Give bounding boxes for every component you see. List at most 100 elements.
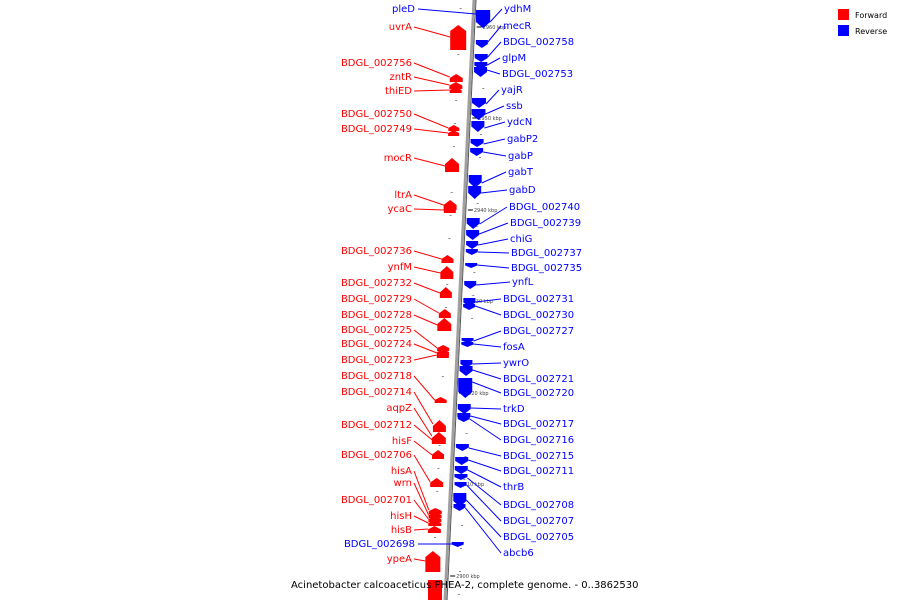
forward-leader-line <box>413 250 442 260</box>
minor-tick <box>452 146 455 147</box>
forward-gene-arrow <box>441 255 454 263</box>
minor-tick <box>472 295 475 296</box>
reverse-gene-label: BDGL_002708 <box>503 500 574 511</box>
reverse-gene-label: chiG <box>510 234 532 245</box>
reverse-gene-arrow <box>474 67 488 77</box>
reverse-gene-arrow <box>470 139 484 147</box>
reverse-gene-label: BDGL_002698 <box>344 539 415 550</box>
forward-gene-label: hisH <box>390 511 412 522</box>
reverse-gene-arrow <box>458 378 473 398</box>
forward-gene-label: BDGL_002723 <box>341 355 412 366</box>
minor-tick <box>480 134 483 135</box>
reverse-leader-line <box>474 305 502 316</box>
forward-gene-arrow <box>450 25 467 50</box>
reverse-gene-arrow <box>457 416 470 422</box>
legend-swatch-reverse <box>838 25 849 36</box>
reverse-gene-arrow <box>474 54 488 62</box>
reverse-leader-line <box>470 415 502 425</box>
minor-tick <box>454 123 457 124</box>
reverse-leader-line <box>473 330 502 342</box>
forward-gene-arrow <box>436 352 449 358</box>
tick-label: 2910 kbp <box>461 482 485 488</box>
reverse-gene-label: BDGL_002740 <box>509 202 580 213</box>
reverse-gene-label: BDGL_002715 <box>503 451 574 462</box>
minor-tick <box>460 548 463 549</box>
reverse-leader-line <box>417 8 477 15</box>
reverse-leader-line <box>487 25 502 43</box>
forward-leader-line <box>413 329 438 349</box>
forward-leader-line <box>413 391 434 425</box>
minor-tick <box>478 157 481 158</box>
reverse-leader-line <box>472 381 502 394</box>
forward-leader-line <box>413 454 431 483</box>
forward-leader-line <box>413 314 438 326</box>
forward-gene-label: hisB <box>391 525 412 536</box>
forward-gene-label: BDGL_002718 <box>341 371 412 382</box>
minor-tick <box>482 88 485 89</box>
forward-leader-line <box>413 440 433 456</box>
reverse-gene-label: abcb6 <box>503 548 534 559</box>
legend-label-reverse: Reverse <box>855 27 887 36</box>
forward-gene-label: ynfM <box>388 262 412 273</box>
reverse-gene-label: ywrO <box>503 358 529 369</box>
reverse-gene-arrow <box>471 109 486 120</box>
tick-label: 2930 kbp <box>469 299 493 305</box>
minor-tick <box>464 456 467 457</box>
forward-gene-label: hisA <box>391 466 412 477</box>
reverse-gene-label: BDGL_002730 <box>503 310 574 321</box>
reverse-leader-line <box>472 369 502 380</box>
reverse-leader-line <box>483 151 507 157</box>
minor-tick <box>437 468 440 469</box>
reverse-leader-line <box>465 499 502 538</box>
forward-leader-line <box>413 113 449 129</box>
reverse-gene-label: thrB <box>503 482 524 493</box>
forward-gene-arrow <box>428 516 442 522</box>
forward-gene-label: ycaC <box>387 204 412 215</box>
reverse-gene-arrow <box>455 444 469 451</box>
forward-gene-label: aqpZ <box>386 403 412 414</box>
reverse-gene-label: BDGL_002716 <box>503 435 574 446</box>
forward-leader-line <box>413 298 440 314</box>
forward-leader-line <box>413 194 444 206</box>
forward-gene-label: uvrA <box>389 22 412 33</box>
reverse-gene-label: BDGL_002717 <box>503 419 574 430</box>
forward-gene-arrow <box>445 158 460 172</box>
reverse-leader-line <box>467 469 502 488</box>
reverse-gene-label: BDGL_002735 <box>511 263 582 274</box>
forward-gene-label: BDGL_002749 <box>341 124 412 135</box>
reverse-gene-arrow <box>451 542 464 547</box>
minor-tick <box>475 226 478 227</box>
forward-gene-arrow <box>428 512 442 518</box>
forward-gene-label: BDGL_002712 <box>341 420 412 431</box>
reverse-gene-arrow <box>455 457 469 465</box>
reverse-gene-arrow <box>468 175 482 188</box>
gene-arrows <box>425 10 491 600</box>
forward-gene-label: BDGL_002732 <box>341 278 412 289</box>
forward-gene-arrow <box>448 130 460 136</box>
reverse-gene-arrow <box>461 338 474 343</box>
forward-gene-arrow <box>428 508 442 514</box>
forward-gene-label: ypeA <box>387 554 412 565</box>
reverse-gene-arrow <box>461 342 474 347</box>
reverse-gene-label: glpM <box>502 53 526 64</box>
forward-leader-line <box>413 62 450 78</box>
forward-leader-line <box>413 470 430 511</box>
forward-gene-label: mocR <box>384 153 412 164</box>
reverse-gene-label: gabP2 <box>507 134 538 145</box>
reverse-gene-arrow <box>453 493 467 507</box>
reverse-gene-label: ydcN <box>507 117 532 128</box>
reverse-gene-label: gabT <box>508 167 534 178</box>
forward-leader-line <box>413 528 428 531</box>
reverse-gene-arrow <box>454 466 468 474</box>
forward-gene-label: BDGL_002706 <box>341 450 412 461</box>
forward-gene-label: ltrA <box>394 190 412 201</box>
reverse-gene-label: gabD <box>509 185 536 196</box>
minor-tick <box>463 479 466 480</box>
reverse-leader-line <box>483 138 506 145</box>
forward-gene-arrow <box>449 74 463 82</box>
gene-labels: uvrA BDGL_002756 zntR thiED BDGL_002750 BDGL_… <box>341 4 582 565</box>
genome-backbone <box>443 0 477 600</box>
forward-gene-arrow <box>432 436 446 444</box>
minor-tick <box>441 376 444 377</box>
forward-gene-label: BDGL_002701 <box>341 495 412 506</box>
